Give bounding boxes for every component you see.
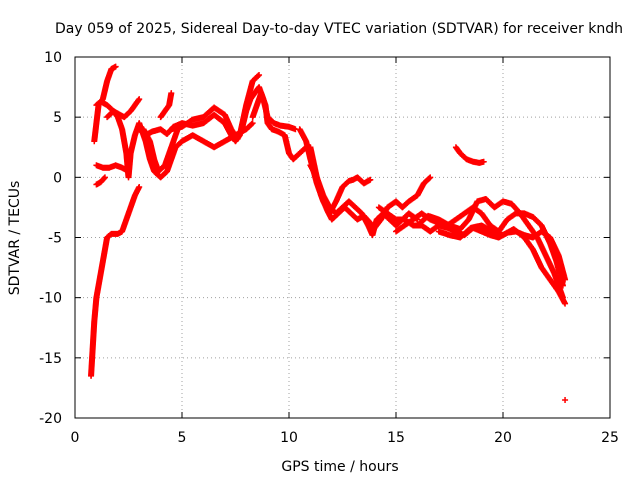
y-tick-label: -5 bbox=[48, 231, 62, 247]
y-tick-label: -15 bbox=[39, 351, 62, 367]
data-point bbox=[249, 120, 256, 127]
data-point bbox=[427, 174, 434, 181]
series-s9 bbox=[157, 90, 175, 121]
series-s12 bbox=[296, 126, 374, 217]
y-tick-label: 0 bbox=[53, 170, 62, 186]
series-s1 bbox=[88, 183, 143, 379]
x-tick-label: 0 bbox=[71, 430, 80, 446]
data-point bbox=[562, 396, 569, 403]
data-point bbox=[112, 63, 119, 70]
y-tick-label: -10 bbox=[39, 291, 62, 307]
data-point bbox=[101, 174, 108, 181]
data-point bbox=[426, 175, 433, 182]
chart-title: Day 059 of 2025, Sidereal Day-to-day VTE… bbox=[55, 21, 623, 37]
data-point bbox=[367, 176, 374, 183]
data-point bbox=[248, 120, 255, 127]
series-s13 bbox=[307, 162, 434, 231]
x-tick-label: 5 bbox=[178, 430, 187, 446]
x-tick-label: 10 bbox=[280, 430, 298, 446]
series-s16 bbox=[414, 195, 566, 301]
x-axis-title: GPS time / hours bbox=[281, 459, 398, 475]
series-s7 bbox=[136, 72, 263, 145]
series-s18 bbox=[452, 144, 487, 166]
data-point bbox=[480, 158, 487, 165]
data-points bbox=[88, 63, 569, 403]
data-point bbox=[255, 72, 262, 79]
y-tick-label: 10 bbox=[44, 50, 62, 66]
data-point bbox=[136, 183, 143, 190]
axis-ticks: 0 5 10 15 20 25 -20 -15 -10 -5 0 5 10 bbox=[39, 50, 619, 446]
x-tick-label: 20 bbox=[494, 430, 512, 446]
data-point bbox=[125, 168, 132, 175]
data-point bbox=[168, 90, 175, 97]
series-s6 bbox=[104, 96, 143, 121]
data-point bbox=[562, 300, 569, 307]
series-s4 bbox=[93, 162, 132, 175]
series-s19 bbox=[562, 396, 569, 403]
y-tick-label: 5 bbox=[53, 110, 62, 126]
x-tick-label: 25 bbox=[601, 430, 619, 446]
series-s17 bbox=[435, 222, 569, 307]
data-point bbox=[136, 96, 143, 103]
x-tick-label: 15 bbox=[387, 430, 405, 446]
data-point bbox=[256, 72, 263, 79]
y-tick-label: -20 bbox=[39, 411, 62, 427]
y-axis-title: SDTVAR / TECUs bbox=[7, 181, 23, 296]
series-s5 bbox=[93, 174, 108, 188]
